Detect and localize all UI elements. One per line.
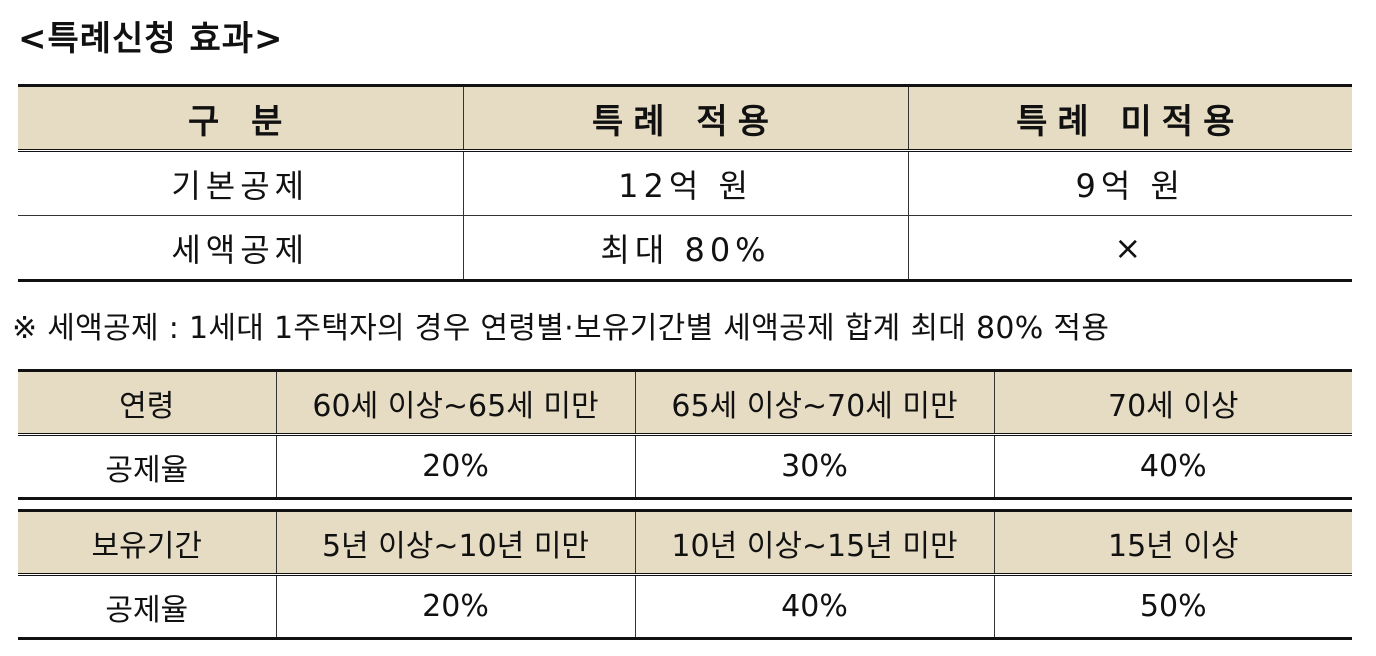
tax-credit-note: ※ 세액공제 : 1세대 1주택자의 경우 연령별·보유기간별 세액공제 합계 … [12,311,1110,346]
table-row: 기본공제 12억 원 9억 원 [18,150,1352,216]
page-title: <특례신청 효과> [18,19,284,59]
age-credit-table: 연령 60세 이상~65세 미만 65세 이상~70세 미만 70세 이상 공제… [18,369,1352,500]
row-label-deduction-rate: 공제율 [18,574,277,639]
table-header-row: 구 분 특례 적용 특례 미적용 [18,85,1352,152]
header-special-not-applied: 특례 미적용 [907,85,1352,152]
special-case-effect-table: 구 분 특례 적용 특례 미적용 기본공제 12억 원 9억 원 세액공제 최대… [18,84,1352,282]
table-row: 세액공제 최대 80% × [18,215,1352,281]
header-special-applied: 특례 적용 [462,85,909,152]
tax-credit-not-applied: × [907,215,1352,281]
header-holding-5-10: 5년 이상~10년 미만 [275,510,636,576]
basic-deduction-not-applied: 9억 원 [907,150,1352,216]
table-row: 공제율 20% 30% 40% [18,434,1352,499]
rate-holding-15-plus: 50% [993,574,1352,639]
row-label-tax-credit: 세액공제 [18,215,464,281]
rate-holding-5-10: 20% [275,574,636,639]
tax-credit-applied: 최대 80% [462,215,909,281]
rate-holding-10-15: 40% [634,574,995,639]
row-label-basic-deduction: 기본공제 [18,150,464,216]
header-holding-period: 보유기간 [18,510,277,576]
header-age-70-plus: 70세 이상 [993,370,1352,436]
table-header-row: 보유기간 5년 이상~10년 미만 10년 이상~15년 미만 15년 이상 [18,510,1352,576]
table-row: 공제율 20% 40% 50% [18,574,1352,639]
row-label-deduction-rate: 공제율 [18,434,277,499]
header-age: 연령 [18,370,277,436]
header-holding-10-15: 10년 이상~15년 미만 [634,510,995,576]
rate-age-65-70: 30% [634,434,995,499]
rate-age-60-65: 20% [275,434,636,499]
header-age-60-65: 60세 이상~65세 미만 [275,370,636,436]
rate-age-70-plus: 40% [993,434,1352,499]
table-header-row: 연령 60세 이상~65세 미만 65세 이상~70세 미만 70세 이상 [18,370,1352,436]
header-age-65-70: 65세 이상~70세 미만 [634,370,995,436]
header-category: 구 분 [18,85,464,152]
header-holding-15-plus: 15년 이상 [993,510,1352,576]
holding-period-credit-table: 보유기간 5년 이상~10년 미만 10년 이상~15년 미만 15년 이상 공… [18,509,1352,640]
basic-deduction-applied: 12억 원 [462,150,909,216]
